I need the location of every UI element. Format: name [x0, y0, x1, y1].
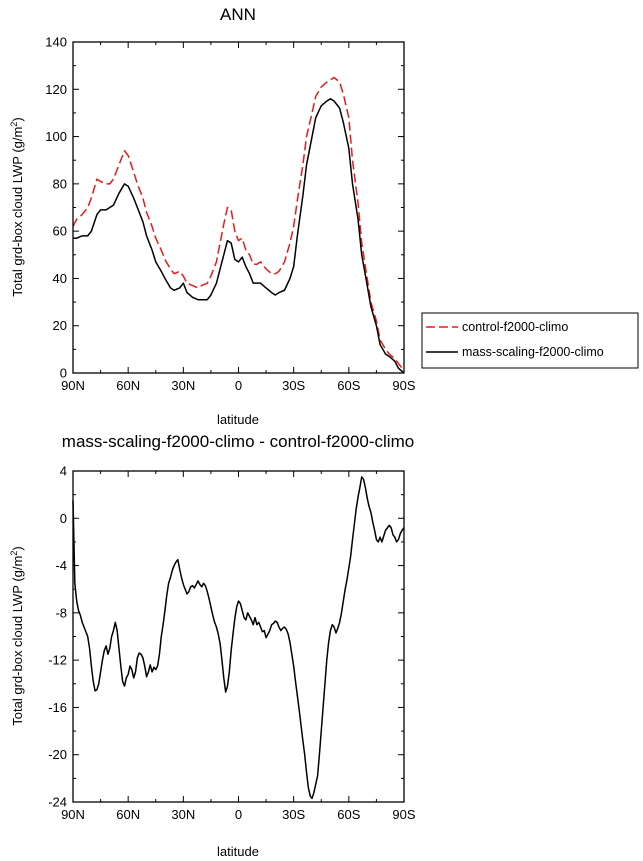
top-plot-frame [72, 41, 405, 374]
x-tick-label: 0 [235, 807, 242, 822]
y-tick-label: 80 [53, 176, 67, 191]
legend-label-control: control-f2000-climo [462, 320, 568, 334]
x-tick-label: 90S [392, 807, 415, 822]
y-tick-label: -4 [55, 558, 67, 573]
x-tick-label: 60N [116, 378, 140, 393]
bottom-tick-group: 90N 60N 30N 0 30S 60S 90S -24 -20 -16 -12 -8 -4 0 4 [48, 464, 416, 823]
y-tick-label: 0 [60, 366, 67, 381]
y-tick-label: -20 [48, 747, 67, 762]
x-tick-label: 30S [282, 378, 305, 393]
x-tick-label: 30N [171, 378, 195, 393]
x-tick-label: 0 [235, 378, 242, 393]
y-tick-label: 120 [45, 82, 67, 97]
y-tick-label: -24 [48, 795, 67, 810]
legend: control-f2000-climo mass-scaling-f2000-c… [421, 312, 639, 369]
top-y-axis-label-main: Total grd-box cloud LWP (g/m [10, 127, 25, 297]
top-y-axis-label-close: ) [10, 117, 25, 121]
y-tick-label: 20 [53, 318, 67, 333]
series-line-mass-scaling-f2000-climo [73, 97, 405, 374]
legend-label-mass-scaling: mass-scaling-f2000-climo [462, 345, 604, 359]
bottom-y-axis-label: Total grd-box cloud LWP (g/m2) [9, 546, 25, 725]
bottom-panel: mass-scaling-f2000-climo - control-f2000… [9, 432, 416, 859]
legend-box [421, 312, 639, 369]
x-tick-label: 60S [337, 378, 360, 393]
bottom-y-axis-label-sup: 2 [9, 551, 19, 556]
x-tick-label: 90N [61, 378, 85, 393]
bottom-series-group [72, 476, 405, 800]
top-x-axis-label: latitude [217, 412, 259, 427]
x-tick-label: 30S [282, 807, 305, 822]
top-tick-group: 90N 60N 30N 0 30S 60S 90S 0 20 40 60 80 100 120 140 [45, 35, 416, 394]
y-tick-label: 0 [60, 511, 67, 526]
y-tick-label: 40 [53, 271, 67, 286]
y-tick-label: -12 [48, 653, 67, 668]
series-line-difference [72, 476, 405, 800]
y-tick-label: 4 [60, 464, 67, 479]
y-tick-label: -8 [55, 605, 67, 620]
y-tick-label: 100 [45, 129, 67, 144]
x-tick-label: 90S [392, 378, 415, 393]
x-tick-label: 90N [61, 807, 85, 822]
x-tick-label: 60N [116, 807, 140, 822]
top-chart-title: ANN [220, 5, 256, 24]
bottom-y-axis-label-close: ) [10, 546, 25, 550]
top-y-axis-label: Total grd-box cloud LWP (g/m2) [9, 117, 25, 296]
x-tick-label: 30N [171, 807, 195, 822]
top-panel: ANN 90N 60N 30N 0 30S 60S 90S 0 20 40 60 80 100 120 14… [9, 5, 639, 427]
y-tick-label: -16 [48, 700, 67, 715]
x-tick-label: 60S [337, 807, 360, 822]
top-y-axis-label-sup: 2 [9, 122, 19, 127]
series-line-control-f2000-climo [72, 76, 405, 372]
y-tick-label: 60 [53, 224, 67, 239]
y-tick-label: 140 [45, 35, 67, 50]
top-series-group [72, 76, 405, 374]
bottom-chart-title: mass-scaling-f2000-climo - control-f2000… [62, 432, 414, 451]
bottom-y-axis-label-main: Total grd-box cloud LWP (g/m [10, 556, 25, 726]
bottom-x-axis-label: latitude [217, 844, 259, 859]
